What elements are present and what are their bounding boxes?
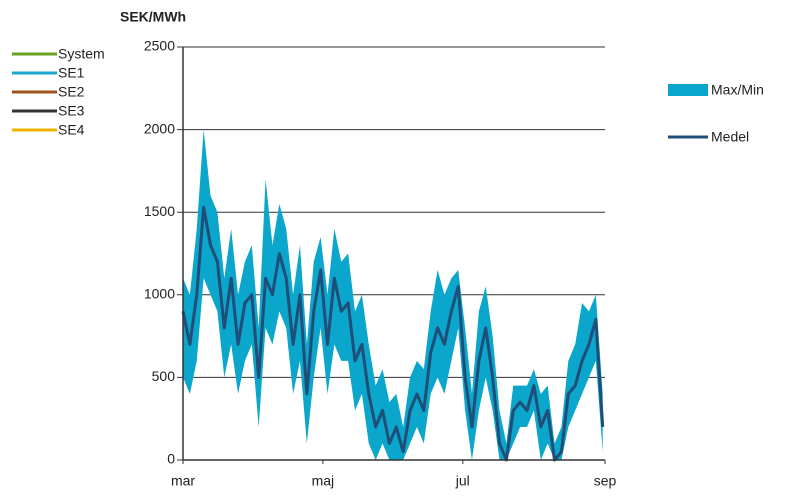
- x-tick-label: mar: [171, 473, 195, 489]
- y-tick-label: 500: [152, 368, 176, 384]
- range-band: [183, 129, 603, 460]
- y-tick-label: 0: [167, 451, 175, 467]
- legend-label: SE2: [58, 84, 85, 100]
- y-tick-label: 2500: [144, 38, 175, 54]
- mean-line: [181, 205, 605, 462]
- legend-label: Max/Min: [711, 82, 764, 98]
- legend-label: SE4: [58, 122, 85, 138]
- x-tick-label: maj: [312, 473, 335, 489]
- x-tick-label: jul: [455, 473, 470, 489]
- legend-label: Medel: [711, 129, 749, 145]
- y-axis-label: SEK/MWh: [120, 9, 186, 25]
- legend-swatch: [668, 84, 708, 96]
- legend-label: SE3: [58, 103, 85, 119]
- x-tick-label: sep: [594, 473, 617, 489]
- y-tick-label: 2000: [144, 120, 175, 136]
- y-tick-label: 1000: [144, 286, 175, 302]
- legend-label: System: [58, 46, 105, 62]
- y-tick-label: 1500: [144, 203, 175, 219]
- legend-label: SE1: [58, 65, 85, 81]
